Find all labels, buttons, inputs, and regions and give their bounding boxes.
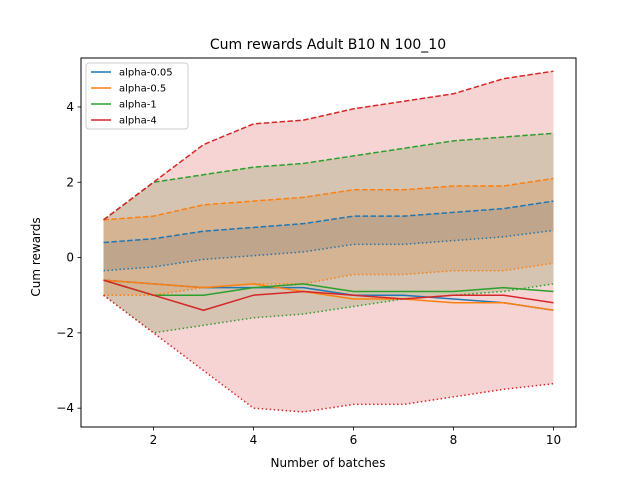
x-tick-label: 10 bbox=[546, 433, 561, 447]
lower-line-alpha-0.5 bbox=[103, 262, 554, 296]
y-tick-label: 4 bbox=[66, 100, 74, 114]
mean-line-alpha-1 bbox=[103, 279, 554, 296]
y-tick-label: −4 bbox=[56, 401, 74, 415]
mean-line-alpha-4 bbox=[103, 279, 554, 312]
x-tick-label: 2 bbox=[150, 433, 158, 447]
legend-label-alpha-1: alpha-1 bbox=[119, 100, 157, 111]
legend-box bbox=[85, 62, 189, 130]
mean-line-alpha-0.5 bbox=[103, 279, 554, 312]
series-lines bbox=[103, 70, 554, 413]
upper-line-alpha-0.05 bbox=[103, 200, 554, 244]
upper-line-alpha-4 bbox=[103, 70, 554, 221]
x-tick-label: 6 bbox=[350, 433, 358, 447]
upper-line-alpha-0.5 bbox=[103, 177, 554, 221]
x-axis-label: Number of batches bbox=[271, 456, 386, 470]
legend: alpha-0.05 alpha-0.5 alpha-1 alpha-4 bbox=[85, 62, 189, 130]
y-tick-label: −2 bbox=[56, 326, 74, 340]
x-tick-label: 8 bbox=[450, 433, 458, 447]
plot-frame bbox=[80, 57, 577, 428]
y-tick-label: 2 bbox=[66, 175, 74, 189]
band-alpha-1 bbox=[103, 133, 554, 333]
legend-label-alpha-0.05: alpha-0.05 bbox=[119, 68, 173, 79]
y-tick-label: 0 bbox=[66, 251, 74, 265]
confidence-bands bbox=[103, 71, 554, 412]
lower-line-alpha-0.05 bbox=[103, 229, 554, 272]
chart-title: Cum rewards Adult B10 N 100_10 bbox=[210, 37, 446, 53]
legend-label-alpha-4: alpha-4 bbox=[119, 116, 157, 127]
band-alpha-4 bbox=[103, 71, 554, 412]
legend-label-alpha-0.5: alpha-0.5 bbox=[119, 84, 166, 95]
x-axis-ticks: 2 4 6 8 10 bbox=[150, 427, 561, 447]
upper-line-alpha-1 bbox=[103, 132, 554, 221]
y-axis-label: Cum rewards bbox=[29, 217, 43, 296]
y-axis-ticks: −4 −2 0 2 4 bbox=[56, 100, 81, 415]
band-alpha-0.05 bbox=[103, 201, 554, 271]
band-alpha-0.5 bbox=[103, 178, 554, 296]
x-tick-label: 4 bbox=[250, 433, 258, 447]
